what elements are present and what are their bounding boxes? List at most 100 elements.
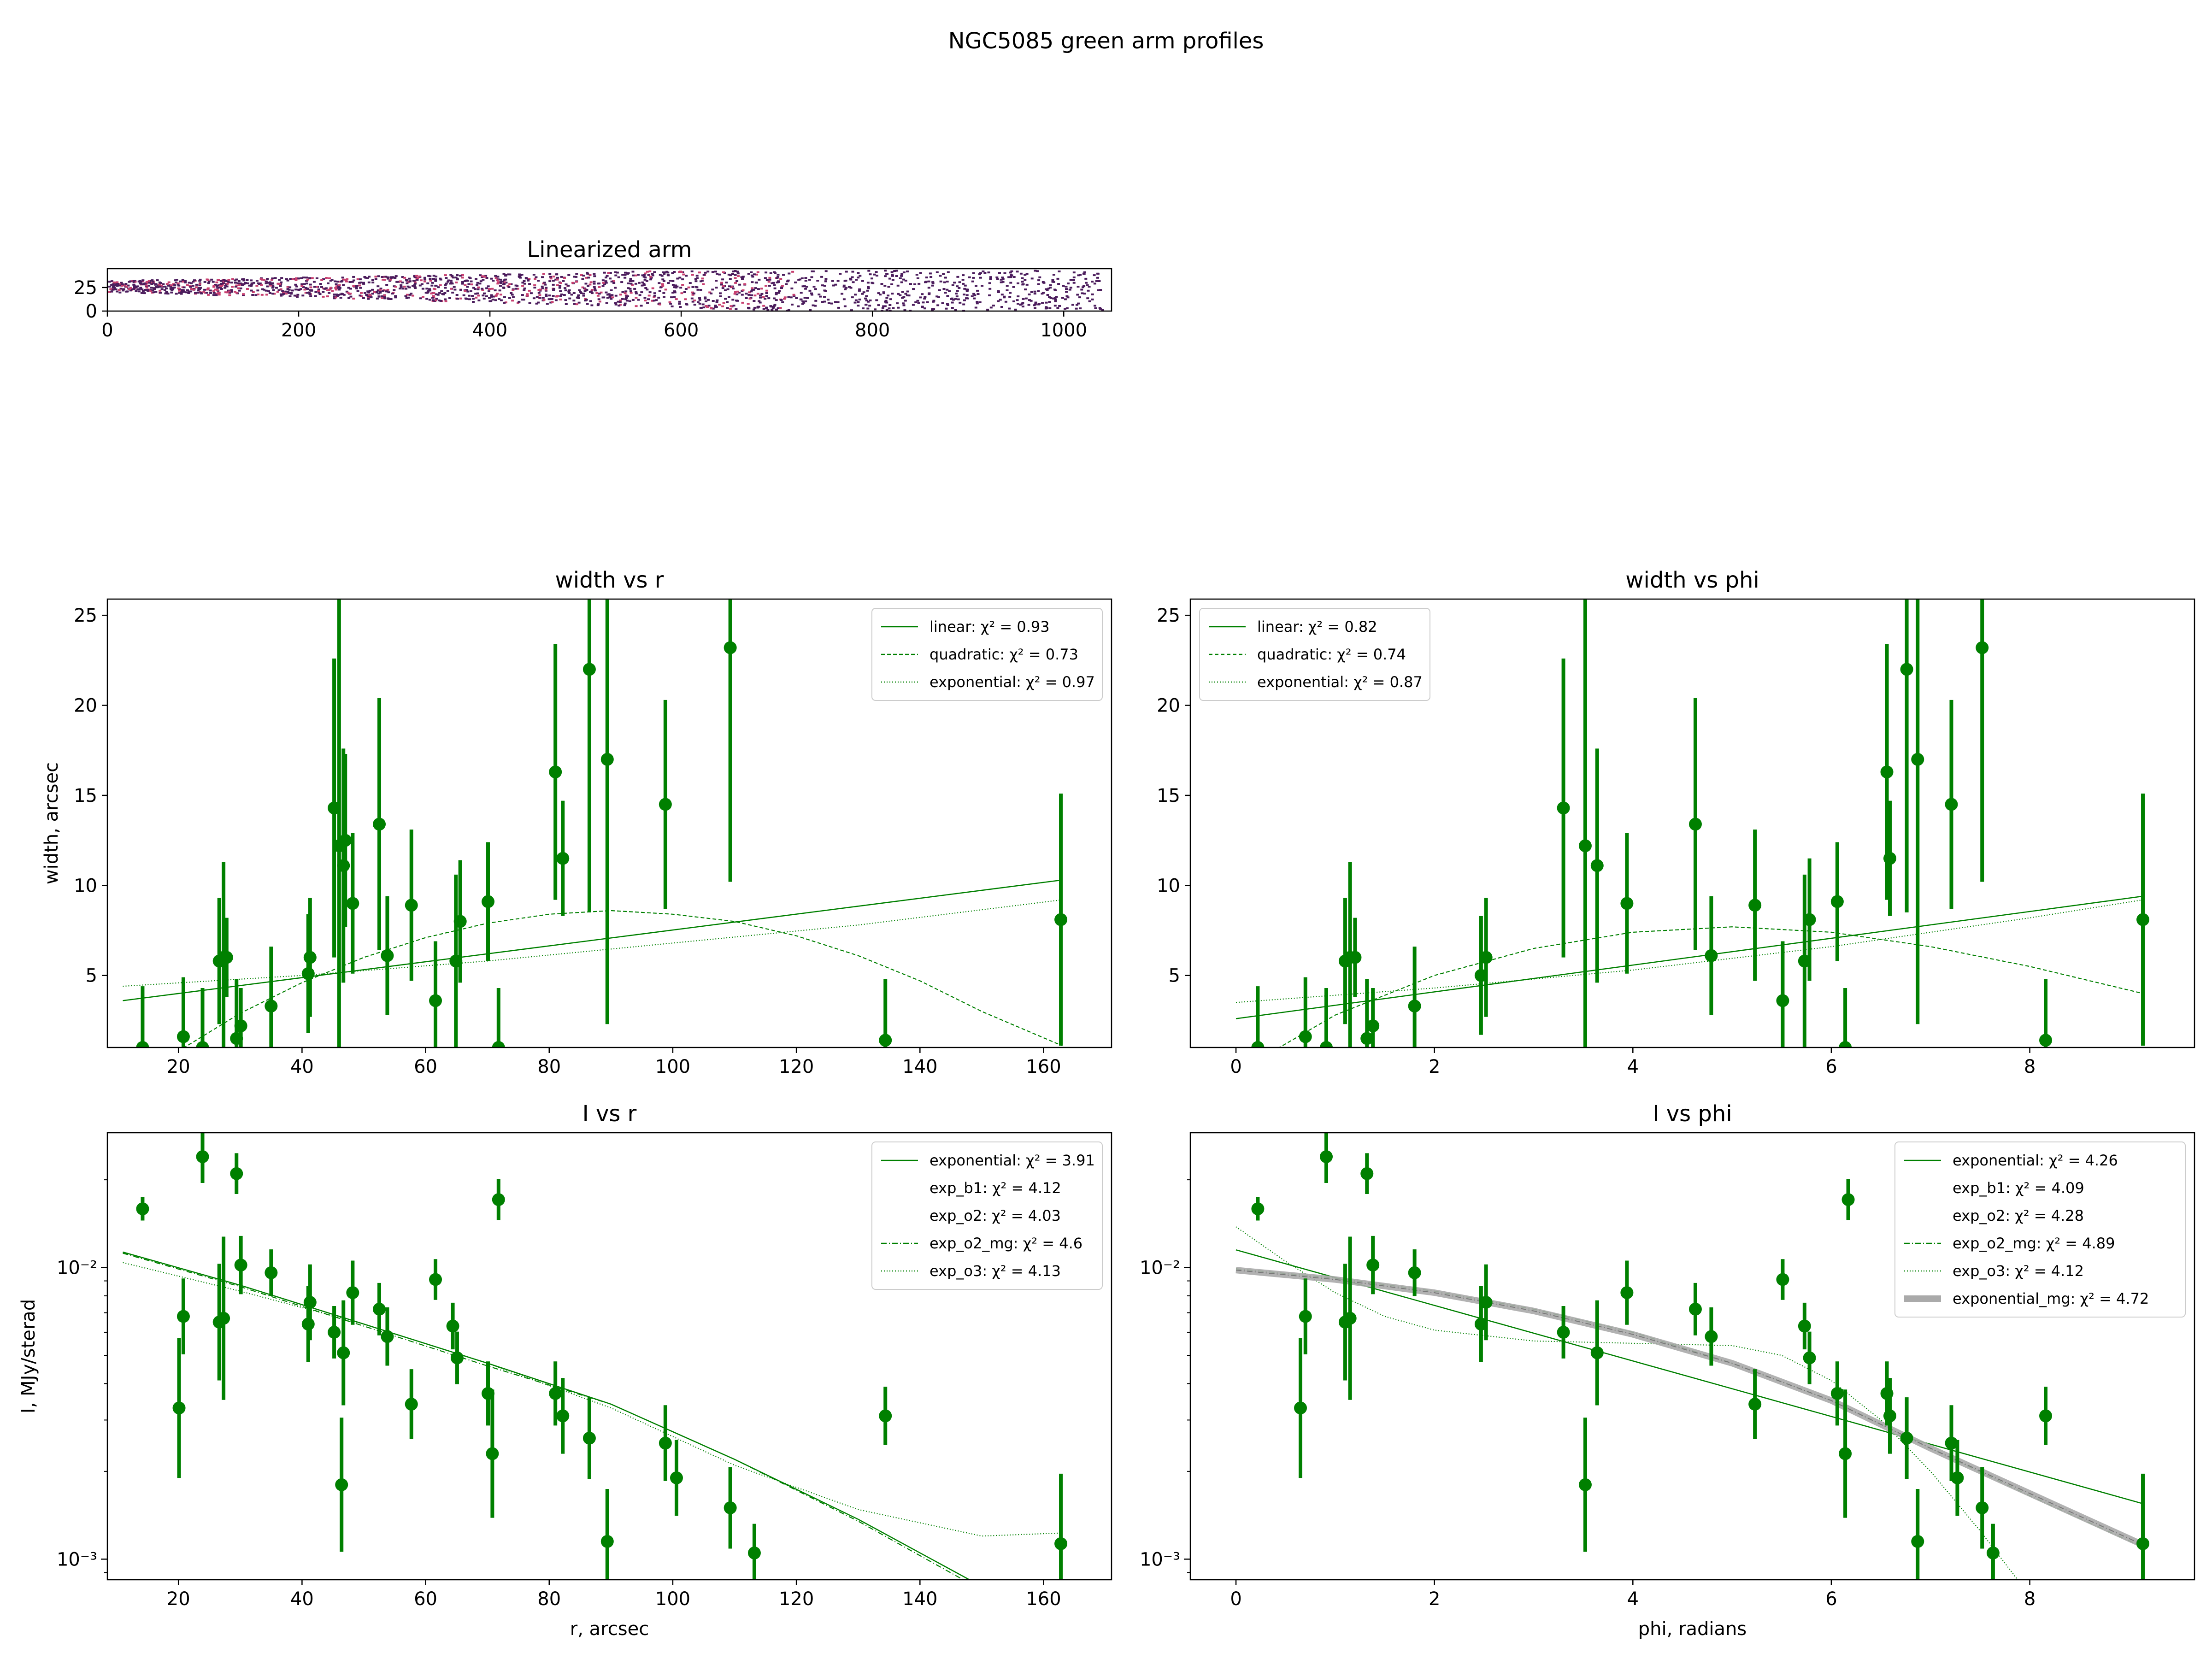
data-point [446, 1319, 459, 1333]
arm-point [603, 271, 606, 274]
arm-point [1034, 307, 1036, 309]
arm-point [528, 278, 531, 280]
arm-point [1041, 293, 1044, 295]
arm-point [736, 290, 739, 293]
data-point [230, 1167, 243, 1180]
arm-point [634, 282, 637, 285]
arm-point [280, 277, 283, 279]
arm-point [793, 295, 796, 297]
arm-point [1054, 289, 1057, 291]
arm-point [757, 288, 760, 290]
arm-point [477, 294, 480, 297]
arm-point [189, 286, 192, 288]
arm-point [419, 297, 422, 300]
arm-point [698, 302, 701, 305]
arm-point [595, 292, 599, 294]
arm-point [646, 302, 649, 304]
arm-point [521, 282, 524, 284]
arm-point [779, 278, 782, 280]
arm-point [697, 301, 700, 303]
arm-point [1098, 280, 1101, 282]
arm-point [750, 271, 753, 273]
arm-point [888, 307, 891, 310]
arm-point [590, 304, 594, 306]
arm-point [1017, 282, 1019, 284]
arm-point [383, 279, 386, 281]
arm-point [503, 302, 506, 304]
arm-point [269, 284, 272, 287]
arm-point [862, 307, 865, 310]
arm-point [366, 277, 369, 279]
arm-point [1064, 298, 1067, 300]
arm-point [326, 289, 329, 291]
arm-point [165, 288, 168, 289]
arm-point [154, 283, 158, 285]
arm-point [420, 283, 424, 285]
legend-label-exponential: exponential: χ² = 4.26 [1953, 1152, 2118, 1169]
arm-point [947, 271, 950, 273]
series-line-exp_o3 [123, 1262, 1062, 1537]
arm-point [681, 284, 684, 286]
arm-point [887, 294, 890, 297]
arm-point [787, 279, 790, 282]
legend-label-exponential: exponential: χ² = 3.91 [930, 1152, 1095, 1169]
arm-point [805, 286, 808, 288]
data-point [1900, 1431, 1913, 1445]
legend-label-exponential_mg: exponential_mg: χ² = 4.72 [1953, 1290, 2149, 1307]
arm-point [724, 298, 727, 300]
arm-point [612, 280, 615, 282]
arm-point [456, 274, 459, 276]
arm-point [797, 279, 800, 281]
arm-point [605, 302, 608, 304]
arm-point [522, 299, 525, 301]
arm-point [250, 282, 253, 285]
arm-point [771, 309, 774, 311]
arm-point [546, 303, 549, 305]
arm-point [732, 305, 735, 307]
arm-point [206, 287, 210, 289]
arm-point [932, 300, 935, 303]
arm-point [406, 294, 409, 296]
arm-point [611, 296, 614, 299]
arm-point [698, 271, 701, 274]
arm-point [722, 302, 725, 304]
arm-point [125, 285, 129, 288]
arm-point [512, 288, 515, 290]
arm-point [1062, 285, 1065, 287]
legend-label-exp_o2_mg: exp_o2_mg: χ² = 4.89 [1953, 1235, 2115, 1252]
arm-point [126, 290, 129, 293]
data-point [429, 994, 442, 1007]
arm-point [416, 279, 419, 281]
arm-point [788, 272, 791, 275]
data-point [582, 1431, 596, 1445]
arm-point [490, 295, 493, 298]
arm-point [116, 283, 119, 285]
arm-point [808, 289, 812, 292]
y-tick-label: 15 [1157, 785, 1180, 806]
arm-point [114, 282, 118, 284]
data-point [1803, 1351, 1816, 1365]
arm-point [611, 294, 614, 296]
arm-point [533, 287, 536, 288]
arm-point [753, 308, 755, 311]
arm-point [801, 285, 805, 288]
arm-point [701, 303, 705, 306]
arm-point [590, 289, 594, 291]
arm-point [586, 271, 589, 274]
arm-point [852, 281, 855, 283]
arm-point [593, 281, 596, 283]
arm-point [715, 287, 718, 289]
arm-point [619, 304, 622, 306]
arm-point [435, 276, 438, 278]
data-point [724, 641, 737, 654]
arm-point [866, 307, 870, 310]
arm-point [821, 284, 824, 287]
arm-point [1047, 288, 1050, 289]
arm-point [431, 282, 434, 284]
arm-point [643, 297, 647, 299]
arm-point [965, 290, 969, 292]
arm-point [1027, 304, 1030, 306]
arm-point [367, 281, 371, 283]
arm-point [618, 301, 622, 303]
arm-point [705, 305, 708, 307]
